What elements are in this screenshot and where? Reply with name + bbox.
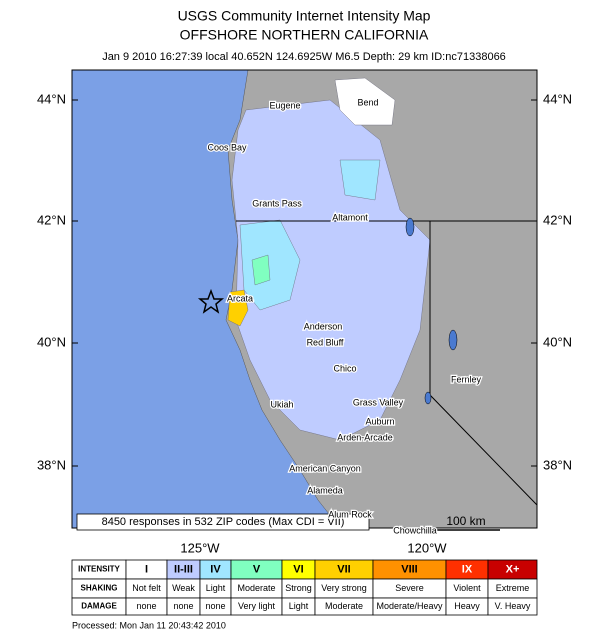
city-label: Arden-Arcade (337, 432, 393, 442)
lon-label: 120°W (407, 540, 447, 555)
city-label: Alameda (307, 485, 343, 495)
lake (405, 217, 415, 237)
city-label: Grass Valley (353, 397, 404, 407)
city-label: Chowchilla (393, 525, 437, 535)
region-weak (231, 99, 431, 441)
legend-intensity: IV (210, 563, 221, 575)
city-label: Alameda (307, 485, 343, 495)
legend-intensity: V (253, 563, 261, 575)
city-label: Alum Rock (328, 509, 372, 519)
responses-note: 8450 responses in 532 ZIP codes (Max CDI… (102, 516, 345, 528)
city-label: Anderson (304, 321, 343, 331)
lat-label: 40°N (543, 334, 572, 349)
lake (424, 391, 432, 405)
city-label: Chico (333, 363, 356, 373)
legend-damage: Light (289, 601, 309, 611)
event-info: Jan 9 2010 16:27:39 local 40.652N 124.69… (102, 51, 506, 63)
city-label: Alum Rock (328, 509, 372, 519)
city-label: Altamont (332, 212, 368, 222)
city-label: Eugene (269, 100, 300, 110)
region-light (339, 159, 381, 201)
processed-footer: Processed: Mon Jan 11 20:43:42 2010 (72, 620, 226, 630)
title: USGS Community Internet Intensity Map (178, 8, 431, 24)
city-label: Arcata (227, 293, 253, 303)
city-label: Chico (333, 363, 356, 373)
legend-intensity: VIII (401, 563, 418, 575)
legend-row-label: DAMAGE (81, 602, 117, 611)
legend-row-label: INTENSITY (78, 565, 120, 574)
scale-label: 100 km (446, 514, 485, 528)
legend-shaking: Not felt (132, 583, 161, 593)
city-label: Auburn (365, 416, 394, 426)
legend-shaking: Light (206, 583, 226, 593)
region-strong (227, 289, 249, 327)
legend-shaking: Extreme (496, 583, 530, 593)
city-label: Coos Bay (207, 142, 247, 152)
city-label: American Canyon (289, 463, 361, 473)
legend-cell (487, 597, 538, 616)
lat-label: 42°N (543, 212, 572, 227)
lon-label: 125°W (180, 540, 220, 555)
legend-shaking: Weak (172, 583, 195, 593)
legend-shaking: Very strong (321, 583, 367, 593)
legend-shaking: Strong (285, 583, 312, 593)
city-label: Fernley (451, 374, 482, 384)
legend-shaking: Violent (453, 583, 481, 593)
lat-label: 42°N (37, 212, 66, 227)
legend-intensity: VI (293, 563, 303, 575)
lat-label: 38°N (37, 457, 66, 472)
city-label: Ukiah (270, 399, 293, 409)
legend-shaking: Severe (395, 583, 424, 593)
legend-damage: Heavy (454, 601, 480, 611)
legend-intensity: I (145, 563, 148, 575)
city-label: Auburn (365, 416, 394, 426)
city-label: American Canyon (289, 463, 361, 473)
city-label: Red Bluff (307, 337, 344, 347)
region-not-felt (334, 77, 396, 126)
legend-intensity: IX (462, 563, 473, 575)
city-label: Grants Pass (252, 198, 302, 208)
legend-damage: none (205, 601, 225, 611)
legend-intensity: VII (337, 563, 350, 575)
lake (448, 329, 458, 351)
city-label: Grants Pass (252, 198, 302, 208)
legend-damage: none (136, 601, 156, 611)
city-label: Fernley (451, 374, 482, 384)
legend-intensity: II-III (174, 563, 193, 575)
city-label: Grass Valley (353, 397, 404, 407)
legend-damage: Moderate/Heavy (376, 601, 443, 611)
city-label: Red Bluff (307, 337, 344, 347)
note-box (76, 513, 370, 531)
city-label: Bend (357, 97, 378, 107)
epicenter-star (197, 288, 225, 314)
legend-intensity: X+ (506, 563, 520, 575)
region-moderate (251, 254, 271, 286)
city-label: Altamont (332, 212, 368, 222)
legend-damage: V. Heavy (495, 601, 531, 611)
city-label: Coos Bay (207, 142, 247, 152)
legend-shaking: Moderate (237, 583, 275, 593)
city-label: Eugene (269, 100, 300, 110)
legend-damage: none (173, 601, 193, 611)
legend-damage: Moderate (325, 601, 363, 611)
city-label: Arden-Arcade (337, 432, 393, 442)
legend-row-label: SHAKING (81, 584, 118, 593)
lat-label: 44°N (37, 91, 66, 106)
city-label: Anderson (304, 321, 343, 331)
city-label: Arcata (227, 293, 253, 303)
subtitle: OFFSHORE NORTHERN CALIFORNIA (180, 27, 429, 43)
lat-label: 38°N (543, 457, 572, 472)
city-label: Bend (357, 97, 378, 107)
lat-label: 40°N (37, 334, 66, 349)
map: 8450 responses in 532 ZIP codes (Max CDI… (71, 69, 538, 531)
legend-damage: Very light (238, 601, 276, 611)
lat-label: 44°N (543, 91, 572, 106)
city-label: Chowchilla (393, 525, 437, 535)
city-label: Ukiah (270, 399, 293, 409)
